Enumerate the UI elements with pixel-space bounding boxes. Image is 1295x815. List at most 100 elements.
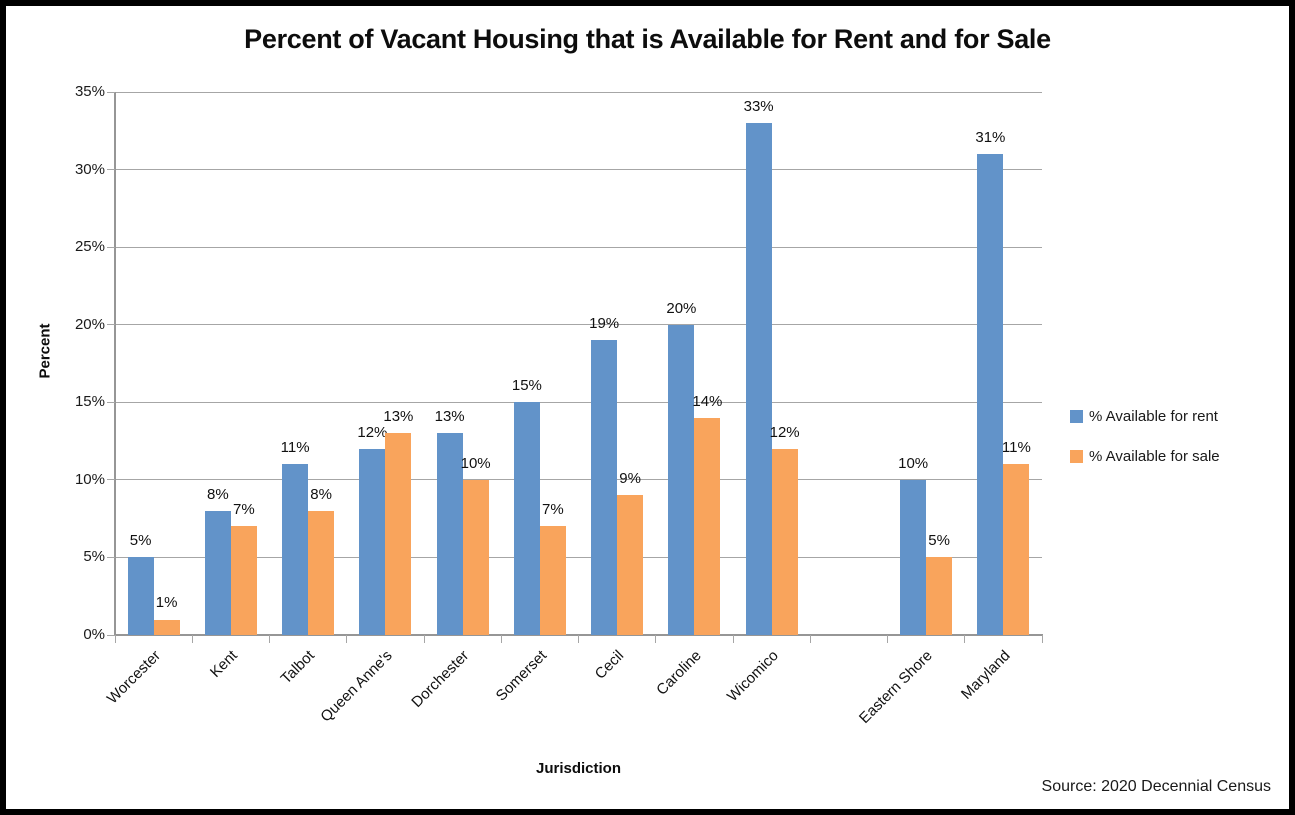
x-category-label-eastern-shore: Eastern Shore bbox=[856, 647, 937, 727]
bar-rent-eastern-shore bbox=[900, 479, 927, 635]
data-label-sale-caroline: 14% bbox=[692, 392, 723, 410]
x-tick-10 bbox=[887, 635, 888, 643]
data-label-sale-dorchester: 10% bbox=[460, 454, 491, 472]
x-category-label-queen-anne-s: Queen Anne's bbox=[316, 647, 396, 726]
x-tick-8 bbox=[732, 635, 734, 643]
y-axis-line bbox=[114, 92, 116, 635]
bar-sale-caroline bbox=[694, 417, 721, 635]
data-label-rent-maryland: 31% bbox=[975, 129, 1006, 147]
x-tick-3 bbox=[346, 635, 348, 643]
y-tick-10 bbox=[107, 479, 115, 481]
data-label-sale-talbot: 8% bbox=[310, 485, 332, 503]
gridline-5 bbox=[115, 556, 1042, 558]
x-axis-title: Jurisdiction bbox=[535, 760, 621, 777]
gridline-30 bbox=[115, 169, 1042, 171]
data-label-rent-wicomico: 33% bbox=[743, 98, 774, 116]
x-tick-4 bbox=[423, 635, 425, 643]
bar-sale-worcester bbox=[153, 619, 180, 635]
data-label-sale-somerset: 7% bbox=[542, 501, 564, 519]
bar-sale-dorchester bbox=[462, 479, 489, 635]
x-category-label-somerset: Somerset bbox=[492, 647, 550, 705]
data-label-sale-kent: 7% bbox=[233, 501, 255, 519]
data-label-rent-worcester: 5% bbox=[129, 532, 152, 550]
x-tick-11 bbox=[964, 635, 966, 643]
y-tick-5 bbox=[107, 556, 115, 558]
x-tick-7 bbox=[655, 635, 657, 643]
bar-rent-talbot bbox=[282, 464, 309, 635]
y-tick-label-15: 15% bbox=[74, 393, 105, 411]
bar-sale-kent bbox=[230, 526, 257, 635]
gridline-20 bbox=[115, 324, 1042, 326]
y-tick-label-10: 10% bbox=[74, 470, 105, 488]
data-label-sale-worcester: 1% bbox=[155, 594, 178, 612]
y-tick-label-25: 25% bbox=[74, 238, 105, 256]
bar-rent-dorchester bbox=[436, 433, 463, 635]
y-tick-35 bbox=[107, 91, 115, 93]
x-tick-0 bbox=[114, 635, 116, 643]
legend-swatch-rent-icon bbox=[1070, 410, 1083, 423]
data-label-sale-cecil: 9% bbox=[619, 470, 641, 488]
x-tick-9 bbox=[809, 635, 811, 643]
x-category-label-caroline: Caroline bbox=[652, 647, 705, 699]
y-tick-label-35: 35% bbox=[74, 83, 105, 100]
legend-swatch-sale-icon bbox=[1070, 450, 1083, 463]
y-tick-25 bbox=[107, 246, 115, 248]
y-tick-20 bbox=[107, 324, 115, 326]
bar-rent-worcester bbox=[127, 557, 154, 635]
data-label-rent-kent: 8% bbox=[207, 485, 229, 503]
data-label-sale-eastern-shore: 5% bbox=[928, 532, 950, 550]
x-tick-2 bbox=[269, 635, 270, 643]
x-category-label-wicomico: Wicomico bbox=[723, 647, 782, 706]
x-category-label-worcester: Worcester bbox=[103, 647, 164, 708]
bar-rent-kent bbox=[204, 510, 231, 635]
x-category-label-kent: Kent bbox=[206, 647, 241, 681]
x-tick-1 bbox=[191, 635, 193, 643]
data-label-sale-maryland: 11% bbox=[1001, 439, 1031, 457]
source-note: Source: 2020 Decennial Census bbox=[1041, 778, 1271, 795]
bar-sale-eastern-shore bbox=[926, 557, 953, 635]
data-label-rent-cecil: 19% bbox=[589, 315, 620, 333]
x-category-label-dorchester: Dorchester bbox=[408, 647, 473, 712]
legend-item-sale: % Available for sale bbox=[1070, 448, 1220, 465]
bar-rent-somerset bbox=[513, 402, 540, 635]
bar-rent-maryland bbox=[977, 154, 1004, 635]
data-label-rent-caroline: 20% bbox=[666, 299, 697, 317]
bar-rent-wicomico bbox=[745, 123, 772, 635]
y-axis-title: Percent bbox=[36, 323, 54, 379]
data-label-rent-talbot: 11% bbox=[280, 439, 310, 457]
y-tick-15 bbox=[107, 401, 115, 403]
data-label-sale-queen-anne-s: 13% bbox=[383, 408, 414, 426]
data-label-rent-eastern-shore: 10% bbox=[898, 454, 929, 472]
gridline-10 bbox=[115, 479, 1042, 481]
bar-rent-cecil bbox=[591, 340, 618, 635]
data-label-sale-wicomico: 12% bbox=[769, 423, 800, 441]
gridline-15 bbox=[115, 401, 1042, 403]
data-label-rent-somerset: 15% bbox=[511, 377, 542, 395]
gridline-25 bbox=[115, 246, 1042, 248]
x-category-label-talbot: Talbot bbox=[277, 647, 319, 688]
y-tick-label-0: 0% bbox=[83, 626, 105, 643]
legend: % Available for rent % Available for sal… bbox=[1070, 408, 1220, 488]
x-category-label-maryland: Maryland bbox=[957, 647, 1014, 703]
x-tick-12 bbox=[1041, 635, 1043, 643]
y-tick-label-30: 30% bbox=[74, 160, 105, 178]
data-label-rent-dorchester: 13% bbox=[434, 408, 465, 426]
bar-rent-caroline bbox=[668, 324, 695, 635]
bar-sale-cecil bbox=[617, 495, 644, 635]
y-tick-label-20: 20% bbox=[74, 315, 105, 333]
x-category-label-cecil: Cecil bbox=[591, 647, 628, 683]
bar-sale-maryland bbox=[1003, 464, 1030, 635]
y-tick-label-5: 5% bbox=[83, 548, 105, 566]
bar-rent-queen-anne-s bbox=[359, 448, 386, 635]
bar-sale-queen-anne-s bbox=[385, 433, 412, 635]
y-tick-30 bbox=[107, 169, 115, 171]
legend-label-rent: % Available for rent bbox=[1089, 408, 1218, 425]
legend-label-sale: % Available for sale bbox=[1089, 448, 1220, 465]
y-tick-0 bbox=[107, 634, 115, 636]
x-tick-5 bbox=[500, 635, 502, 643]
bar-sale-wicomico bbox=[771, 448, 798, 635]
legend-item-rent: % Available for rent bbox=[1070, 408, 1220, 425]
x-tick-6 bbox=[578, 635, 579, 643]
data-label-rent-queen-anne-s: 12% bbox=[357, 423, 388, 441]
